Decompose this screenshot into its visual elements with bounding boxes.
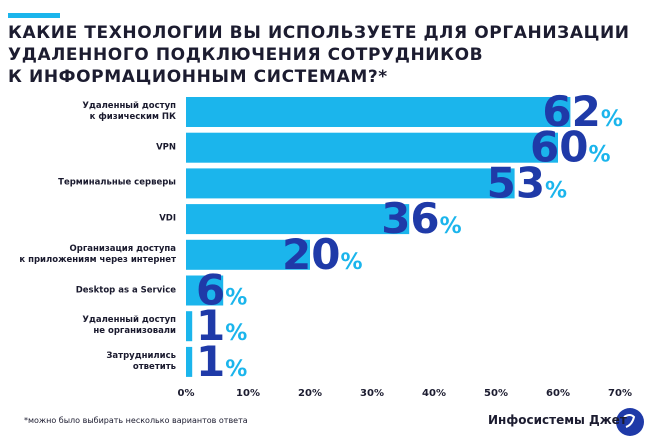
category-label: Удаленный доступ к физическим ПК (82, 101, 176, 122)
value-label: 36% (381, 194, 462, 243)
x-tick-label: 10% (236, 388, 260, 399)
bar (186, 204, 410, 235)
category-label: Удаленный доступ не организовали (82, 315, 176, 337)
value-label: 1% (196, 301, 247, 350)
bar (186, 239, 310, 270)
x-tick-label: 40% (422, 388, 446, 399)
x-tick-label: 30% (360, 388, 384, 399)
value-label: 53% (487, 158, 567, 207)
chart-title: КАКИЕ ТЕХНОЛОГИИ ВЫ ИСПОЛЬЗУЕТЕ ДЛЯ ОРГА… (8, 23, 630, 87)
bar (186, 275, 224, 306)
bar (186, 311, 193, 342)
value-label: 1% (196, 337, 247, 386)
brand: Инфосистемы Джет (488, 413, 627, 427)
category-label: Организация доступа к приложениям через … (19, 243, 176, 265)
x-tick-label: 70% (608, 388, 632, 399)
category-label: VDI (159, 213, 176, 224)
bar (186, 346, 193, 377)
x-tick-label: 50% (484, 388, 508, 399)
category-label: Терминальные серверы (58, 177, 176, 188)
logo-glyph (623, 414, 636, 428)
value-label: 20% (282, 230, 363, 279)
bar (186, 168, 515, 199)
logo-icon (616, 408, 644, 436)
x-tick-label: 0% (178, 388, 195, 399)
x-tick-label: 60% (546, 388, 570, 399)
category-label: Desktop as a Service (75, 285, 176, 295)
x-tick-label: 20% (298, 388, 322, 399)
footnote: *можно было выбирать несколько вариантов… (24, 416, 248, 425)
category-label: VPN (156, 142, 176, 153)
title-accent (8, 13, 60, 18)
value-label: 6% (196, 266, 247, 315)
bar (186, 132, 558, 163)
category-label: Затруднились ответить (106, 350, 176, 372)
bar (186, 97, 571, 127)
value-label: 60% (530, 123, 611, 172)
value-label: 62% (542, 87, 623, 136)
